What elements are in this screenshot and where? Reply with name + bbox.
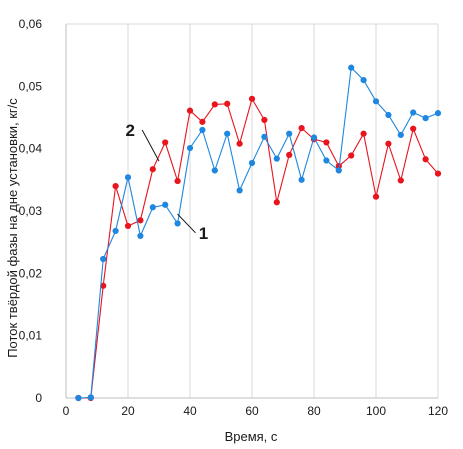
series-2-point	[149, 166, 156, 173]
grid	[127, 24, 439, 398]
series-1-point	[434, 110, 442, 117]
series-2-line	[78, 97, 439, 399]
series-2-point	[410, 125, 417, 132]
y-tick-label: 0,05	[19, 79, 43, 93]
y-tick-label: 0	[35, 391, 42, 405]
y-tick-label: 0,01	[19, 329, 43, 343]
series-2-point	[273, 199, 280, 206]
series-1-point	[348, 64, 355, 71]
series-2-point	[397, 177, 404, 184]
series-2-point	[137, 217, 144, 224]
x-tick-label: 20	[121, 404, 135, 418]
series-2-point	[224, 100, 231, 107]
series-2-point	[124, 222, 132, 230]
x-tick-label: 60	[245, 404, 259, 418]
series-1-point	[162, 201, 169, 208]
series-1-point	[174, 220, 181, 227]
series-group	[75, 64, 442, 402]
x-tick-label: 100	[366, 404, 386, 418]
series-1-point	[422, 115, 429, 122]
series-1-point	[199, 126, 206, 134]
annotation-label-1: 1	[199, 224, 208, 243]
series-1-point	[335, 167, 342, 174]
series-2-point	[434, 170, 442, 177]
series-1-point	[211, 167, 218, 174]
series-1-point	[323, 157, 330, 164]
series-1-point	[224, 130, 231, 137]
series-1-point	[261, 133, 268, 140]
x-tick-label: 120	[428, 404, 448, 418]
series-1-point	[410, 109, 417, 116]
series-1-line	[78, 66, 439, 399]
series-1-point	[124, 174, 132, 181]
y-tick-label: 0,03	[19, 204, 43, 218]
y-axis-title: Поток твёрдой фазы на дне установки, кг/…	[5, 98, 20, 358]
series-2-point	[174, 177, 181, 185]
x-tick-label: 0	[63, 404, 70, 418]
series-1-point	[87, 394, 94, 401]
series-1-point	[236, 187, 243, 194]
series-2-point	[100, 282, 107, 289]
series-2-point	[248, 95, 256, 102]
series-1-point	[149, 204, 156, 211]
annotation-leader-1	[177, 213, 196, 234]
axes	[65, 23, 438, 399]
series-1-point	[273, 155, 280, 162]
tick-labels: 0 20 40 60 80 100 120 0 0,01 0,02 0,03 0,04 0,05 0,06	[19, 17, 449, 418]
series-1-point	[397, 131, 404, 139]
y-tick-label: 0,06	[19, 17, 43, 31]
series-1-point	[100, 255, 107, 263]
series-2-point	[186, 107, 194, 114]
series-2-point	[298, 124, 305, 132]
x-tick-label: 40	[183, 404, 197, 418]
series-2-point	[261, 116, 268, 124]
series-1-point	[372, 98, 380, 105]
series-2-point	[422, 156, 429, 163]
series-1-point	[298, 176, 305, 183]
series-1-point	[112, 227, 119, 235]
x-axis-title: Время, с	[225, 429, 278, 444]
series-2-point	[286, 151, 293, 158]
series-1-point	[186, 144, 194, 152]
series-2-point	[360, 130, 367, 137]
series-1-point	[248, 159, 256, 167]
series-1-point	[385, 111, 392, 119]
series-2-point	[236, 140, 243, 147]
series-2-point	[199, 118, 206, 125]
series-2-point	[385, 140, 392, 147]
series-2-point	[348, 152, 355, 159]
series-2-point	[323, 139, 330, 146]
series-1-point	[360, 77, 367, 84]
series-2-point	[112, 182, 119, 190]
series-1-point	[286, 130, 293, 137]
annotation-label-2: 2	[125, 121, 134, 140]
y-tick-label: 0,02	[19, 266, 43, 280]
series-1-point	[75, 394, 82, 402]
x-tick-label: 80	[307, 404, 321, 418]
annotations: 12	[125, 121, 208, 243]
series-2-point	[162, 139, 169, 146]
series-1-point	[310, 134, 318, 141]
series-2-point	[372, 193, 380, 200]
annotation-leader-2	[141, 129, 160, 162]
series-2-point	[211, 101, 218, 108]
series-1-point	[137, 232, 144, 240]
y-tick-label: 0,04	[19, 142, 43, 156]
